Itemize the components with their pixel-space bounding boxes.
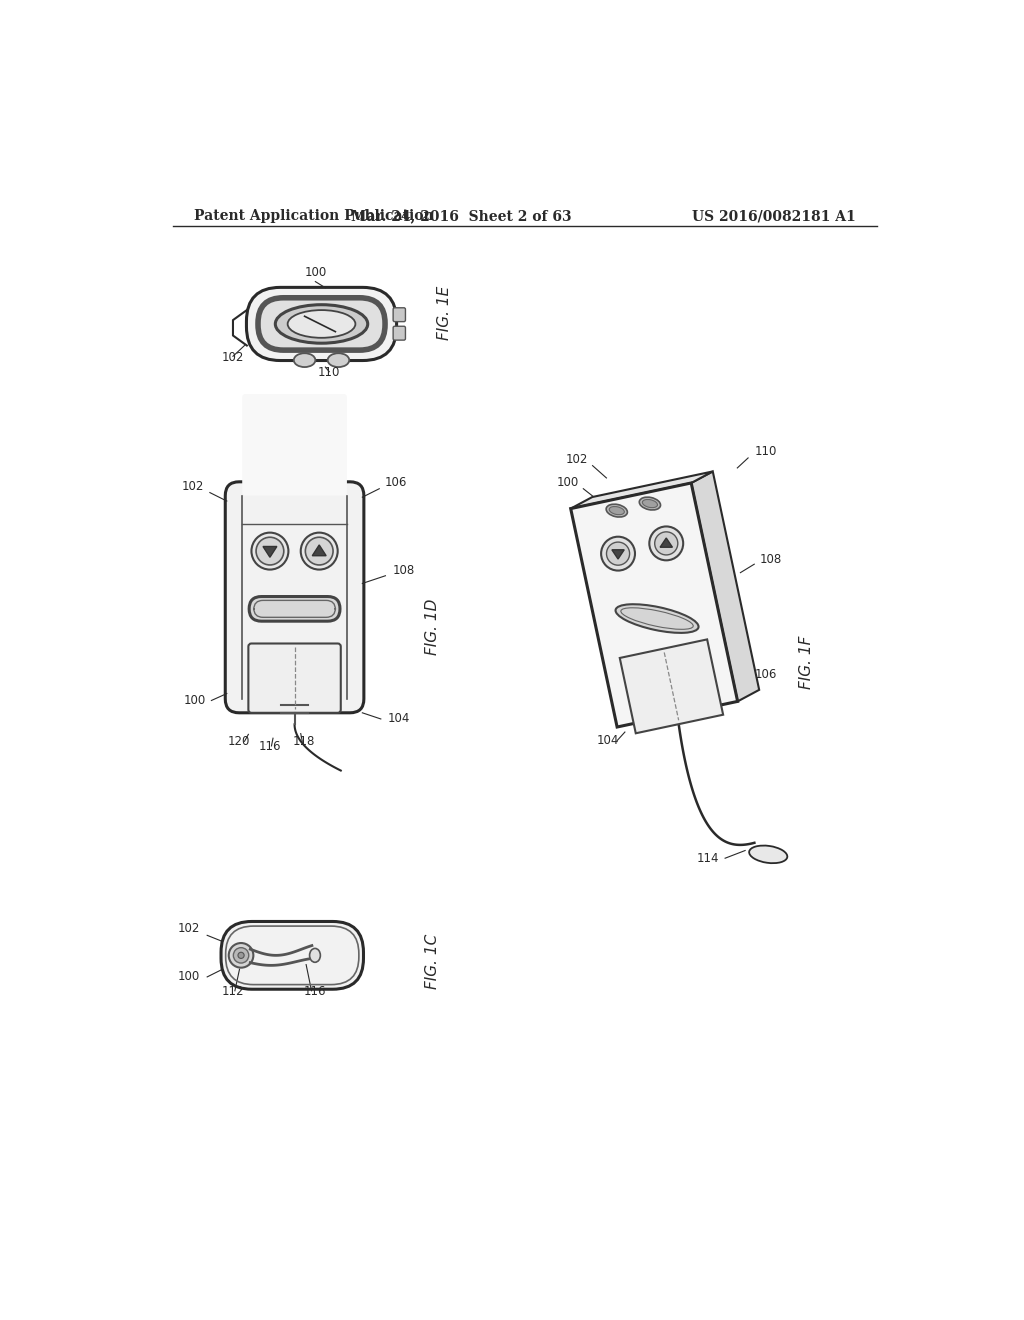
Text: 102: 102: [181, 479, 204, 492]
Text: 114: 114: [697, 853, 720, 865]
FancyBboxPatch shape: [249, 597, 340, 622]
Circle shape: [228, 942, 253, 968]
Text: 118: 118: [293, 735, 315, 748]
Ellipse shape: [615, 605, 698, 632]
Text: 100: 100: [177, 970, 200, 983]
FancyBboxPatch shape: [221, 921, 364, 989]
Polygon shape: [263, 546, 276, 557]
Ellipse shape: [639, 498, 660, 510]
Ellipse shape: [309, 948, 321, 962]
FancyBboxPatch shape: [247, 288, 396, 360]
FancyBboxPatch shape: [225, 482, 364, 713]
Circle shape: [654, 532, 678, 554]
Text: FIG. 1E: FIG. 1E: [437, 285, 453, 339]
Ellipse shape: [288, 310, 355, 338]
Polygon shape: [660, 539, 673, 548]
Text: 100: 100: [304, 267, 327, 280]
Text: US 2016/0082181 A1: US 2016/0082181 A1: [692, 209, 856, 223]
Text: FIG. 1D: FIG. 1D: [425, 598, 440, 655]
Text: 106: 106: [755, 668, 777, 681]
Circle shape: [301, 533, 338, 570]
FancyBboxPatch shape: [243, 395, 347, 496]
Circle shape: [252, 533, 289, 570]
Text: FIG. 1F: FIG. 1F: [799, 636, 814, 689]
Text: 112: 112: [222, 986, 245, 998]
Circle shape: [256, 537, 284, 565]
Circle shape: [238, 952, 244, 958]
Circle shape: [233, 948, 249, 964]
FancyBboxPatch shape: [393, 308, 406, 322]
FancyBboxPatch shape: [258, 298, 385, 350]
Text: 116: 116: [259, 739, 282, 752]
Text: Patent Application Publication: Patent Application Publication: [194, 209, 433, 223]
Ellipse shape: [609, 507, 625, 515]
Circle shape: [649, 527, 683, 560]
Text: FIG. 1C: FIG. 1C: [425, 933, 440, 989]
Ellipse shape: [750, 846, 787, 863]
Text: 102: 102: [566, 453, 589, 466]
Text: 102: 102: [222, 351, 244, 364]
Text: 108: 108: [393, 564, 415, 577]
Polygon shape: [620, 639, 723, 734]
Circle shape: [305, 537, 333, 565]
Ellipse shape: [275, 305, 368, 343]
Circle shape: [606, 543, 630, 565]
Text: 116: 116: [304, 986, 327, 998]
Polygon shape: [312, 545, 326, 556]
Text: 104: 104: [597, 734, 620, 747]
Ellipse shape: [294, 354, 315, 367]
Text: Mar. 24, 2016  Sheet 2 of 63: Mar. 24, 2016 Sheet 2 of 63: [351, 209, 572, 223]
Polygon shape: [612, 550, 625, 560]
Ellipse shape: [328, 354, 349, 367]
Text: 120: 120: [228, 735, 250, 748]
Circle shape: [601, 537, 635, 570]
Polygon shape: [570, 483, 737, 727]
FancyBboxPatch shape: [393, 326, 406, 341]
Ellipse shape: [642, 499, 657, 508]
Text: 102: 102: [177, 923, 200, 936]
Polygon shape: [691, 471, 759, 701]
Text: 100: 100: [183, 693, 206, 706]
Polygon shape: [570, 471, 713, 508]
Text: 108: 108: [760, 553, 782, 566]
Text: 110: 110: [755, 445, 777, 458]
Ellipse shape: [606, 504, 628, 517]
Text: 100: 100: [557, 475, 579, 488]
Text: 104: 104: [387, 711, 410, 725]
Text: 106: 106: [385, 475, 408, 488]
FancyBboxPatch shape: [249, 644, 341, 713]
Text: 110: 110: [318, 367, 340, 379]
